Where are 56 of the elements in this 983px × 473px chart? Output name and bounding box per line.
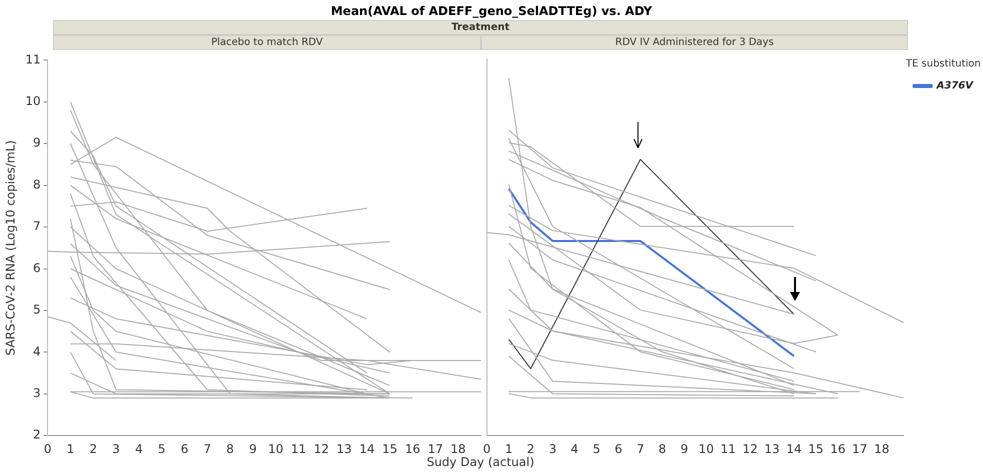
y-axis-title: SARS-CoV-2 RNA (Log10 copies/mL) <box>3 140 18 356</box>
x-tick-label: 16 <box>404 442 420 456</box>
x-tick-label: 2 <box>526 442 535 456</box>
text: Treatment <box>53 20 908 35</box>
x-tick-label: 4 <box>570 442 578 456</box>
x-tick-label: 1 <box>66 442 74 456</box>
x-tick-label: 14 <box>359 442 375 456</box>
x-axis-title: Sudy Day (actual) <box>426 455 536 469</box>
x-tick-label: 18 <box>874 442 890 456</box>
x-tick-label: 17 <box>852 442 868 456</box>
y-tick-label: 4 <box>33 344 41 358</box>
x-tick-label: 14 <box>786 442 802 456</box>
x-tick-label: 15 <box>808 442 824 456</box>
x-tick-label: 11 <box>290 442 306 456</box>
y-tick-label: 11 <box>25 52 41 66</box>
y-tick-label: 10 <box>25 94 41 108</box>
y-tick-label: 9 <box>33 136 41 150</box>
x-tick-label: 4 <box>135 442 143 456</box>
x-tick-label: 5 <box>592 442 600 456</box>
x-tick-label: 8 <box>226 442 234 456</box>
legend-label: A376V <box>936 80 974 92</box>
chart-title: RDV IV Administered for 3 Days <box>481 35 908 50</box>
legend-title: TE substitution <box>904 58 981 70</box>
y-tick-label: 3 <box>33 386 41 400</box>
x-tick-label: 13 <box>336 442 352 456</box>
x-tick-label: 9 <box>680 442 688 456</box>
x-tick-label: 5 <box>158 442 166 456</box>
x-tick-label: 16 <box>830 442 846 456</box>
x-tick-label: 6 <box>614 442 622 456</box>
x-tick-label: 8 <box>658 442 666 456</box>
x-tick-label: 2 <box>89 442 98 456</box>
x-tick-label: 0 <box>44 442 52 456</box>
x-tick-label: 11 <box>720 442 736 456</box>
x-tick-label: 1 <box>504 442 513 456</box>
y-tick-label: 6 <box>33 260 41 275</box>
x-tick-label: 13 <box>764 442 780 456</box>
x-tick-label: 7 <box>203 442 212 456</box>
x-tick-label: 12 <box>742 442 758 456</box>
x-tick-label: 10 <box>698 442 714 456</box>
y-tick-label: 7 <box>33 219 41 234</box>
x-tick-label: 0 <box>482 442 491 456</box>
text: Mean(AVAL of ADEFF_geno_SelADTTEg) vs. ADY <box>330 4 654 18</box>
x-tick-label: 6 <box>180 442 188 456</box>
x-tick-label: 3 <box>112 442 120 456</box>
x-tick-label: 9 <box>249 442 257 456</box>
x-tick-label: 10 <box>268 442 284 456</box>
y-tick-label: 8 <box>33 177 41 192</box>
x-tick-label: 18 <box>450 442 466 456</box>
y-tick-label: 2 <box>33 428 41 442</box>
x-tick-label: 3 <box>548 442 556 456</box>
x-tick-label: 12 <box>314 442 329 456</box>
y-tick-label: 5 <box>33 302 41 317</box>
x-tick-label: 7 <box>636 442 644 456</box>
chart-title: Placebo to match RDV <box>53 35 481 50</box>
x-tick-label: 15 <box>382 442 398 456</box>
x-tick-label: 17 <box>428 442 444 456</box>
